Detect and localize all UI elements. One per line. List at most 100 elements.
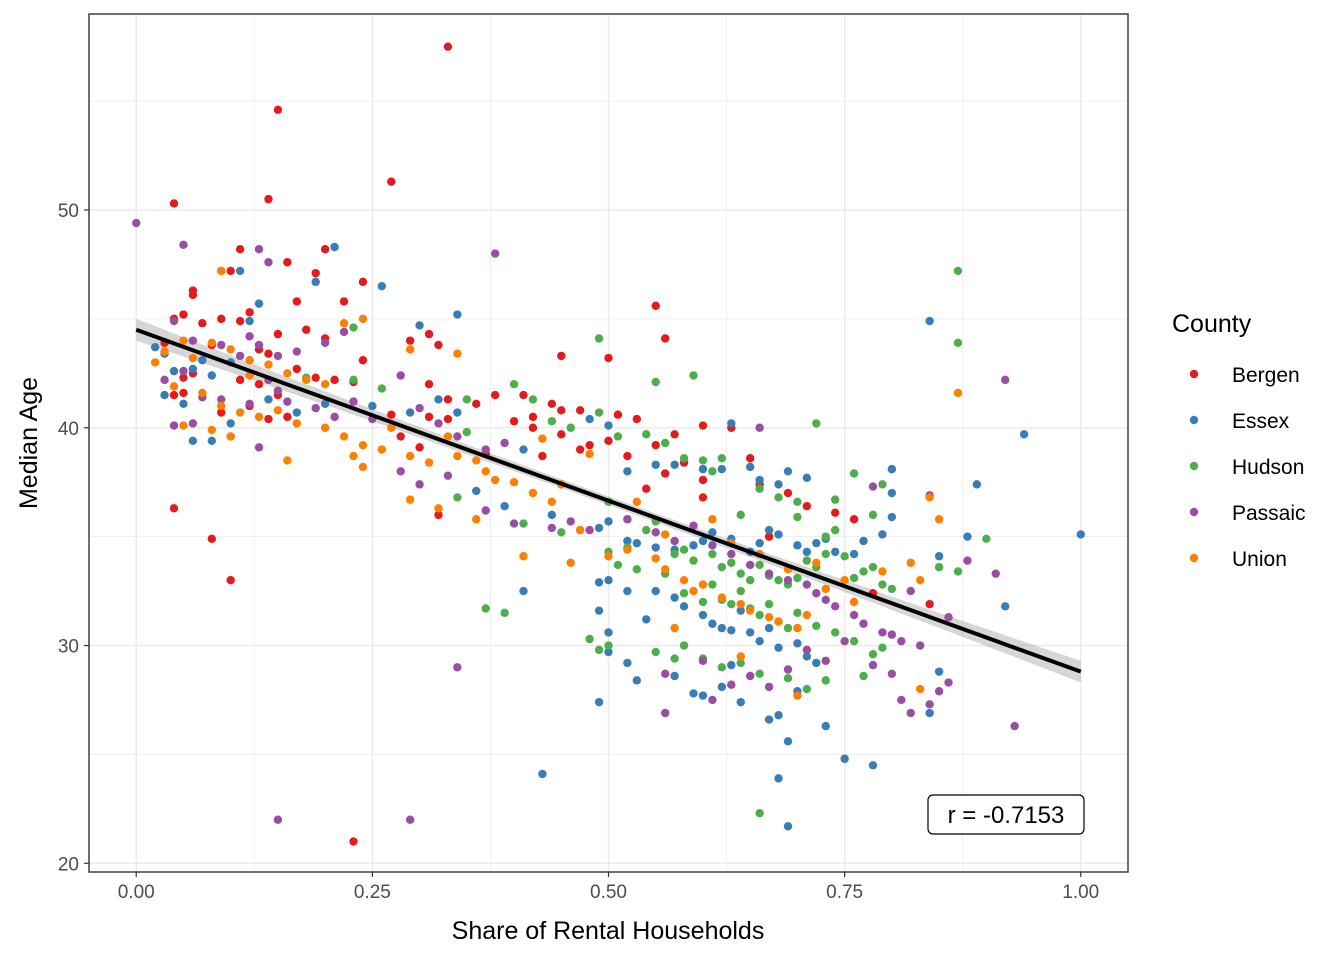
data-point [859,536,868,546]
data-point [830,508,840,517]
data-point [509,519,519,528]
data-point [793,573,802,583]
data-point [405,495,415,504]
data-point [689,556,698,565]
data-point [982,534,991,544]
x-tick-label: 0.00 [118,882,155,903]
data-point [235,266,245,276]
data-point [207,338,216,348]
data-point [188,336,198,345]
data-point [793,691,802,700]
data-point [887,512,897,522]
data-point [188,364,198,374]
data-point [235,316,245,326]
data-point [443,395,453,404]
data-point [547,497,557,506]
data-point [594,334,604,343]
data-point [802,580,812,589]
data-point [698,421,708,430]
data-point [868,650,878,659]
data-point [812,419,821,428]
data-point [415,321,424,330]
data-point [793,512,802,522]
data-point [679,602,689,611]
data-point [651,647,660,657]
data-point [472,399,481,409]
data-point [830,547,840,557]
data-point [472,486,481,496]
data-point [235,408,245,417]
data-point [254,340,264,350]
data-point [670,549,679,559]
data-point [358,356,368,365]
data-point [585,634,594,644]
y-tick-label: 40 [58,419,79,440]
data-point [264,349,273,358]
data-point [887,669,897,679]
data-point [689,586,698,596]
data-point [405,451,415,461]
data-point [320,244,330,254]
data-point [396,467,405,476]
data-point [670,536,679,546]
data-point [519,586,528,596]
data-point [623,451,632,461]
data-point [736,510,745,520]
data-point [594,606,604,615]
data-point [698,536,708,546]
data-point [887,584,897,594]
data-point [755,636,764,646]
data-point [132,218,141,228]
data-point [320,423,330,432]
data-point [235,351,245,361]
data-point [717,682,727,692]
data-point [717,464,727,474]
data-point [745,671,755,681]
data-point [698,580,708,589]
data-point [217,340,226,350]
data-point [717,663,727,672]
data-point [472,515,481,524]
data-point [651,460,660,469]
data-point [632,414,642,424]
data-point [547,523,557,533]
data-point [821,532,830,541]
data-point [528,412,538,422]
data-point [934,687,944,696]
data-point [802,652,812,661]
data-point [764,599,774,609]
data-point [727,680,736,689]
data-point [604,353,613,363]
data-point [509,380,519,389]
data-point [283,369,292,378]
data-point [557,351,566,361]
data-point [339,297,349,306]
data-point [698,493,708,502]
data-point [217,266,226,276]
data-point [878,530,887,539]
data-point [575,445,585,454]
data-point [783,673,793,683]
data-point [632,676,642,685]
data-point [500,608,509,618]
data-point [925,708,934,718]
data-point [490,249,500,258]
data-point [717,623,727,633]
data-point [377,282,387,291]
data-point [424,329,434,339]
data-point [812,538,821,548]
data-point [916,641,925,650]
data-point [745,462,755,472]
data-point [802,645,812,655]
data-point [755,475,764,485]
data-point [273,105,283,115]
data-point [415,443,424,452]
data-point [679,545,689,554]
data-point [472,456,481,465]
data-point [198,356,207,365]
data-point [396,371,405,380]
data-point [774,480,783,489]
data-point [783,575,793,585]
data-point [802,501,812,511]
data-point [708,528,717,537]
